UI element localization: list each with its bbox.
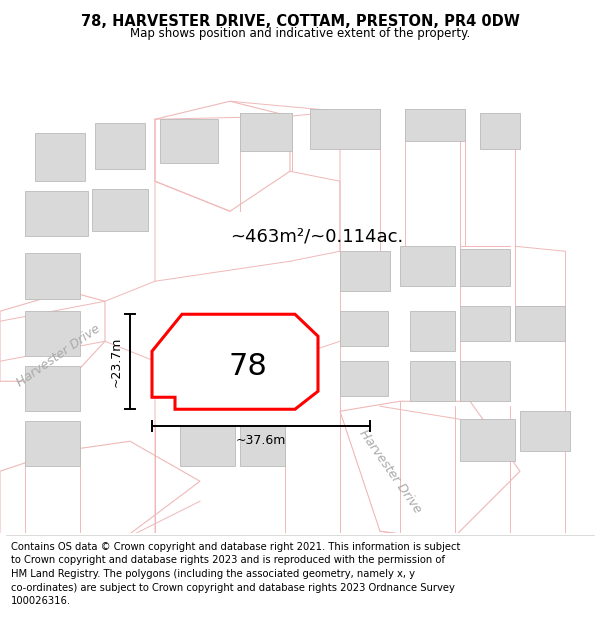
Polygon shape: [460, 306, 510, 341]
Text: ~37.6m: ~37.6m: [236, 434, 286, 447]
Polygon shape: [240, 426, 285, 466]
Polygon shape: [400, 246, 455, 286]
Polygon shape: [480, 113, 520, 149]
Polygon shape: [410, 311, 455, 351]
Polygon shape: [25, 421, 80, 466]
Text: ~463m²/~0.114ac.: ~463m²/~0.114ac.: [230, 228, 403, 245]
Polygon shape: [180, 426, 235, 466]
Polygon shape: [520, 411, 570, 451]
Polygon shape: [340, 361, 388, 396]
Polygon shape: [0, 441, 200, 541]
Polygon shape: [92, 189, 148, 231]
Polygon shape: [460, 361, 510, 401]
Text: Map shows position and indicative extent of the property.: Map shows position and indicative extent…: [130, 27, 470, 40]
Polygon shape: [25, 191, 88, 236]
Polygon shape: [340, 401, 520, 541]
Polygon shape: [460, 249, 510, 286]
Polygon shape: [155, 101, 290, 211]
Polygon shape: [240, 113, 292, 151]
Text: Harvester Drive: Harvester Drive: [14, 322, 102, 390]
Text: Harvester Drive: Harvester Drive: [356, 427, 424, 516]
Polygon shape: [160, 119, 218, 163]
Polygon shape: [460, 419, 515, 461]
Polygon shape: [340, 251, 390, 291]
Polygon shape: [35, 133, 85, 181]
Polygon shape: [340, 311, 388, 346]
Polygon shape: [95, 123, 145, 169]
Polygon shape: [515, 306, 565, 341]
Text: 78, HARVESTER DRIVE, COTTAM, PRESTON, PR4 0DW: 78, HARVESTER DRIVE, COTTAM, PRESTON, PR…: [80, 14, 520, 29]
Text: ~23.7m: ~23.7m: [110, 336, 123, 387]
Text: 78: 78: [229, 352, 268, 381]
Polygon shape: [25, 253, 80, 299]
Polygon shape: [25, 311, 80, 356]
Polygon shape: [0, 291, 105, 381]
Polygon shape: [410, 361, 455, 401]
Polygon shape: [405, 109, 465, 141]
Polygon shape: [25, 366, 80, 411]
Polygon shape: [310, 109, 380, 149]
Text: Contains OS data © Crown copyright and database right 2021. This information is : Contains OS data © Crown copyright and d…: [11, 542, 460, 606]
Polygon shape: [152, 314, 318, 409]
